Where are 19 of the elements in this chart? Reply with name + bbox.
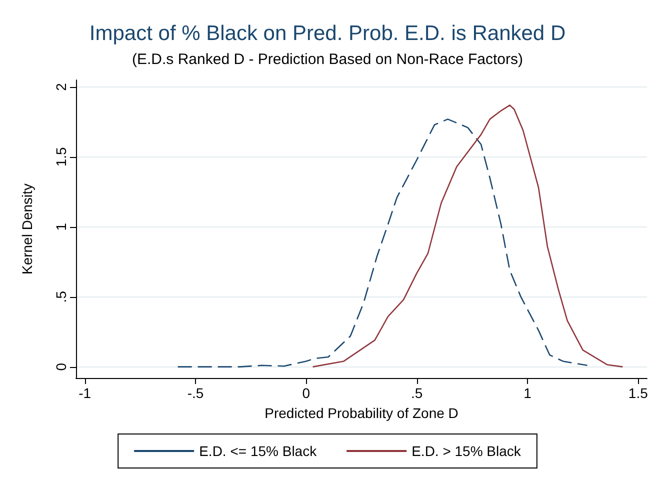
y-tick-label: 1 xyxy=(53,222,69,231)
legend-label: E.D. <= 15% Black xyxy=(199,443,318,459)
x-tick-label: 0 xyxy=(302,385,310,401)
x-tick-label: 1.5 xyxy=(628,385,648,401)
y-axis-title: Kernel Density xyxy=(19,183,35,275)
x-tick-label: -1 xyxy=(78,385,92,401)
y-tick-label: 1.5 xyxy=(53,147,69,167)
y-tick-label: 2 xyxy=(53,82,69,91)
x-axis-title: Predicted Probability of Zone D xyxy=(264,405,458,421)
chart-title: Impact of % Black on Pred. Prob. E.D. is Ranked D xyxy=(89,22,566,45)
line-series xyxy=(177,118,588,368)
chart-subtitle: (E.D.s Ranked D - Prediction Based on Non-Race Factors) xyxy=(132,51,523,68)
x-tick-label: .5 xyxy=(410,385,423,401)
y-tick-label: 0 xyxy=(53,362,69,371)
legend-label: E.D. > 15% Black xyxy=(412,443,522,459)
x-tick-label: 1 xyxy=(524,385,532,401)
line-series xyxy=(312,104,624,368)
y-tick-label: .5 xyxy=(53,290,69,303)
x-tick-label: -.5 xyxy=(187,385,204,401)
